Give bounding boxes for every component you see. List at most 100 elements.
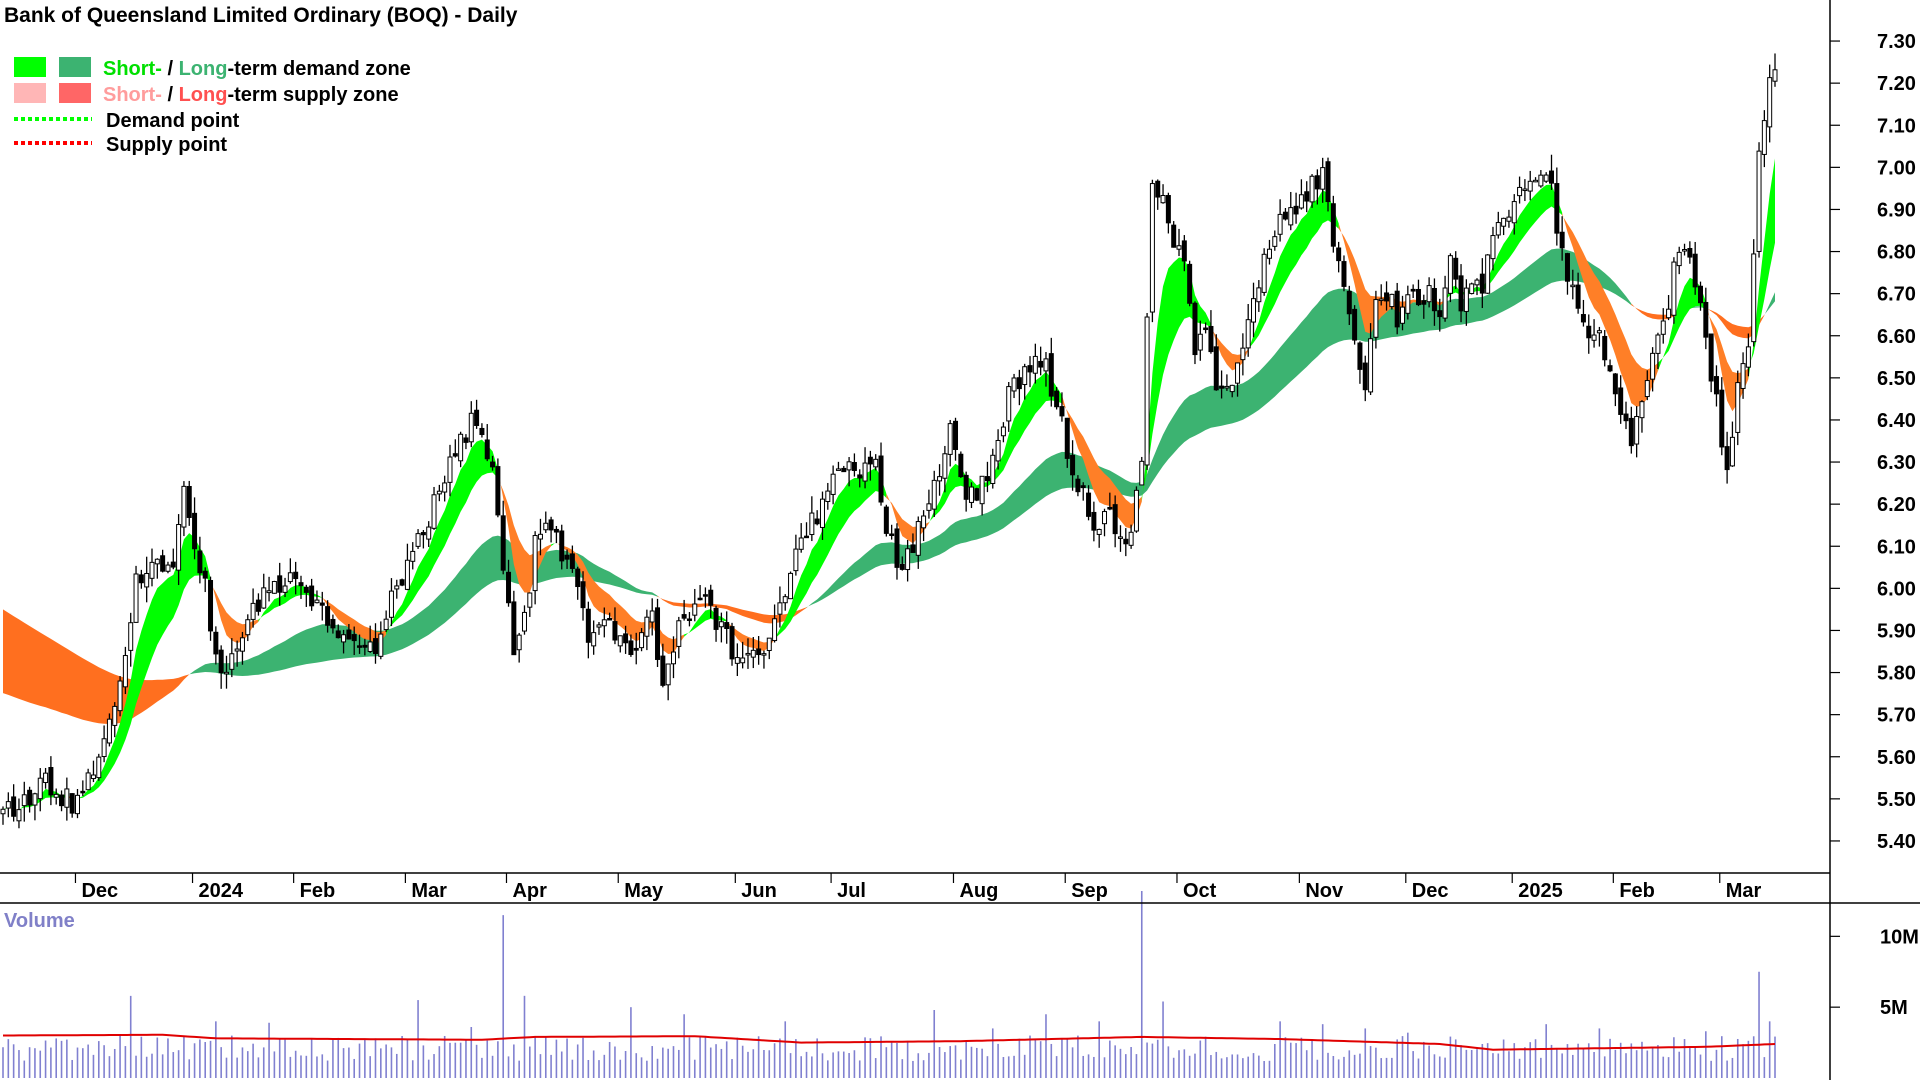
y-tick-label: 6.90	[1877, 199, 1916, 221]
candle-body	[442, 482, 448, 493]
candle-body	[575, 568, 581, 588]
candle-body	[990, 454, 996, 484]
candle-body	[314, 599, 320, 604]
y-tick-label: 6.70	[1877, 284, 1916, 306]
long-term-demand-zone	[189, 535, 658, 676]
candle-body	[1511, 201, 1517, 224]
candle-body	[921, 515, 927, 529]
candle-body	[1761, 120, 1767, 155]
candle-body	[553, 528, 559, 533]
short-term-demand-zone	[1248, 190, 1339, 351]
candle-body	[564, 554, 570, 560]
candle-body	[665, 663, 671, 686]
candle-body	[27, 789, 33, 806]
candle-body	[1698, 285, 1704, 304]
long-term-supply-zone	[657, 595, 807, 624]
candle-body	[1437, 310, 1443, 318]
candle-body	[1751, 253, 1757, 343]
candle-body	[1575, 284, 1581, 309]
candle-body	[1298, 194, 1304, 209]
candle-body	[1309, 175, 1315, 203]
candle-body	[1171, 224, 1177, 248]
candle-body	[1054, 390, 1060, 408]
candle-body	[1064, 417, 1070, 459]
candle-body	[192, 512, 198, 550]
short-term-demand-zone	[551, 542, 557, 547]
candle-body	[1330, 203, 1336, 247]
candle-body	[1352, 308, 1358, 341]
x-tick-label: 2025	[1518, 880, 1563, 902]
candle-body	[623, 633, 629, 644]
candle-body	[490, 461, 496, 468]
candle-body	[516, 634, 522, 651]
x-tick-label: Jun	[741, 880, 777, 902]
candle-body	[1527, 180, 1533, 192]
candle-body	[1080, 485, 1086, 489]
candle-body	[862, 462, 868, 482]
y-tick-label: 7.30	[1877, 31, 1916, 53]
candle-body	[692, 603, 698, 616]
candle-body	[809, 512, 815, 536]
candle-body	[250, 602, 256, 620]
candle-body	[1570, 284, 1576, 288]
candle-body	[628, 640, 634, 655]
candle-body	[1400, 306, 1406, 324]
candle-body	[1325, 161, 1331, 203]
candle-body	[782, 596, 788, 604]
y-tick-label: 5.60	[1877, 747, 1916, 769]
candle-body	[873, 458, 879, 468]
candle-body	[1032, 355, 1038, 374]
volume-layer	[2, 891, 1776, 1078]
candle-body	[1011, 377, 1017, 392]
candle-body	[325, 606, 331, 626]
candle-body	[458, 433, 464, 462]
candle-body	[1245, 319, 1251, 349]
candle-body	[878, 455, 884, 503]
candle-body	[1368, 338, 1374, 393]
candle-body	[1682, 249, 1688, 252]
candle-body	[899, 563, 905, 570]
candle-body	[883, 506, 889, 534]
candle-body	[958, 453, 964, 478]
candle-body	[1176, 245, 1182, 250]
candle-body	[894, 528, 900, 568]
long-term-demand-zone	[806, 248, 1632, 608]
legend-swatch-long-demand	[59, 57, 91, 77]
candle-body	[867, 456, 873, 465]
short-term-demand-zone	[1445, 184, 1563, 301]
candle-body	[1181, 240, 1187, 262]
candle-body	[713, 607, 719, 630]
candle-body	[1591, 334, 1597, 341]
candle-body	[1277, 213, 1283, 235]
candle-body	[1117, 536, 1123, 539]
candle-body	[447, 456, 453, 483]
y-tick-label: 6.50	[1877, 368, 1916, 390]
candle-body	[1772, 69, 1778, 82]
candle-body	[772, 618, 778, 642]
candle-body	[1213, 346, 1219, 391]
candle-body	[1038, 360, 1044, 368]
candle-body	[1107, 506, 1113, 510]
candle-body	[293, 571, 299, 580]
candle-body	[367, 641, 373, 652]
candle-body	[521, 611, 527, 632]
candle-body	[1384, 292, 1390, 302]
candle-body	[676, 620, 682, 647]
candle-body	[53, 793, 59, 798]
candle-body	[947, 423, 953, 455]
legend-demand-point: Demand point	[106, 110, 240, 132]
y-tick-label: 5.70	[1877, 705, 1916, 727]
candle-body	[1676, 251, 1682, 267]
y-tick-label: 6.30	[1877, 452, 1916, 474]
candle-body	[1112, 504, 1118, 535]
y-tick-label: 5.90	[1877, 620, 1916, 642]
candle-body	[931, 479, 937, 510]
y-tick-label: 6.40	[1877, 410, 1916, 432]
candle-body	[1086, 492, 1092, 517]
candle-body	[59, 794, 65, 807]
candle-body	[585, 608, 591, 643]
candle-body	[90, 774, 96, 780]
candle-body	[1495, 222, 1501, 236]
candle-body	[1000, 426, 1006, 437]
